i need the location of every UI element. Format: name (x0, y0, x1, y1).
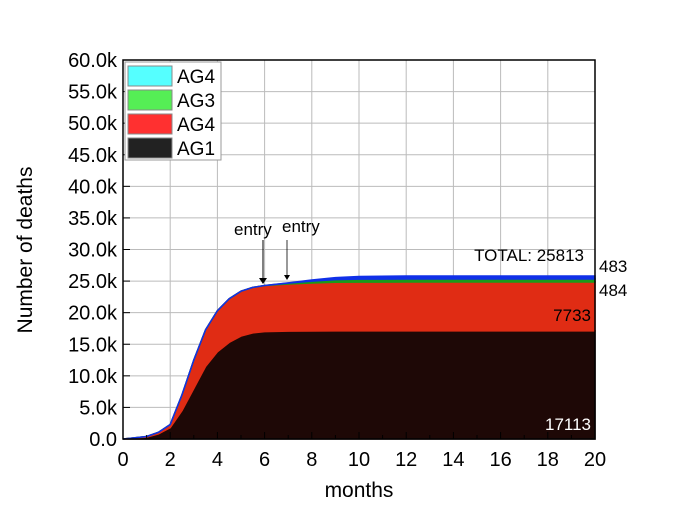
x-tick-label: 2 (165, 449, 176, 471)
x-tick-label: 14 (442, 449, 464, 471)
y-tick-label: 25.0k (68, 271, 118, 293)
ag4-red-value: 7733 (553, 306, 591, 325)
y-tick-label: 10.0k (68, 366, 118, 388)
legend-swatch (127, 113, 173, 135)
legend: AG4 AG3 AG4 AG1 (124, 61, 222, 161)
axes: 0 2 4 6 8 10 12 14 16 18 20 0.0 5.0k 10.0k 15.0k 20.0k 2… (68, 50, 606, 471)
x-tick-label: 10 (348, 449, 370, 471)
arrow-head-icon (284, 275, 290, 280)
legend-label: AG4 (177, 67, 215, 88)
arrow-head-icon (259, 278, 267, 284)
legend-swatch (127, 65, 173, 87)
y-axis-label: Number of deaths (14, 167, 37, 334)
y-tick-label: 50.0k (68, 113, 118, 135)
annotations: entry entry TOTAL: 25813 483 484 7733 17113 (234, 217, 627, 434)
legend-label: AG4 (177, 115, 215, 136)
legend-swatch (127, 89, 173, 111)
x-tick-label: 12 (395, 449, 417, 471)
x-tick-label: 20 (584, 449, 606, 471)
total-label: TOTAL: 25813 (474, 246, 584, 265)
y-tick-label: 0.0 (89, 429, 117, 451)
x-tick-label: 16 (489, 449, 511, 471)
x-tick-label: 8 (306, 449, 317, 471)
x-tick-label: 4 (212, 449, 223, 471)
legend-label: AG3 (177, 91, 215, 112)
x-tick-label: 18 (537, 449, 559, 471)
y-tick-label: 5.0k (79, 397, 118, 419)
x-tick-label: 0 (117, 449, 128, 471)
ag3-value: 484 (599, 281, 627, 300)
y-tick-label: 35.0k (68, 208, 118, 230)
annotation-entry: entry (234, 220, 272, 239)
areas (122, 275, 596, 440)
legend-label: AG1 (177, 139, 215, 160)
y-tick-label: 30.0k (68, 240, 118, 262)
ag1-value: 17113 (545, 415, 591, 434)
annotation-entry: entry (282, 217, 320, 236)
legend-swatch (127, 137, 173, 159)
ag4-blue-value: 483 (599, 257, 627, 276)
x-axis-label: months (325, 479, 394, 502)
y-tick-label: 60.0k (68, 50, 118, 72)
y-tick-label: 20.0k (68, 303, 118, 325)
y-tick-label: 15.0k (68, 334, 118, 356)
y-tick-label: 40.0k (68, 176, 118, 198)
x-tick-label: 6 (259, 449, 270, 471)
y-tick-label: 45.0k (68, 145, 118, 167)
y-tick-label: 55.0k (68, 82, 118, 104)
